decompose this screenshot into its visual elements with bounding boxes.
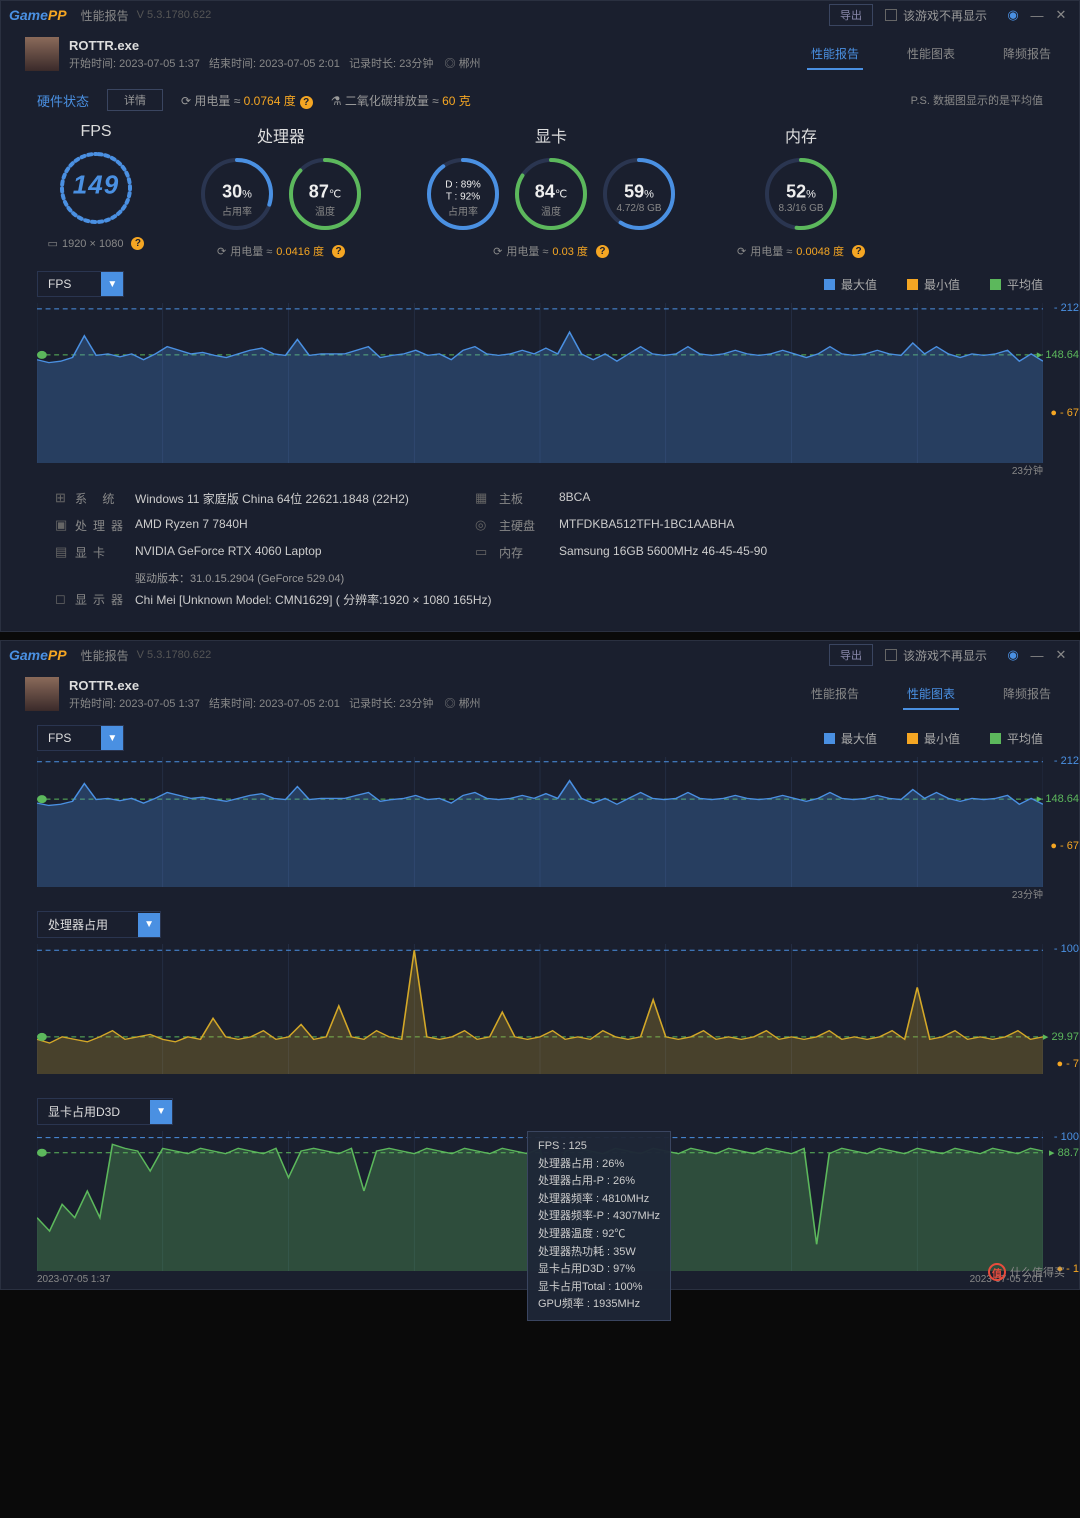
fps-resolution: ▭ 1920 × 1080?	[31, 237, 161, 250]
gauge-group-mem: 内存 52%8.3/16 GB ⟳ 用电量 ≈ 0.0048 度?	[701, 123, 901, 259]
screenshot-icon[interactable]: ◉	[1003, 647, 1023, 663]
tab-report[interactable]: 性能报告	[807, 679, 863, 710]
watermark-icon: 值	[988, 1263, 1006, 1281]
titlebar-title: 性能报告	[81, 7, 129, 24]
close-icon[interactable]: ✕	[1051, 7, 1071, 23]
help-icon[interactable]: ?	[131, 237, 144, 250]
tab-charts[interactable]: 性能图表	[903, 39, 959, 70]
tab-throttle[interactable]: 降频报告	[999, 39, 1055, 70]
export-button[interactable]: 导出	[829, 4, 873, 26]
gauge-cpu-usage: 30%占用率	[198, 155, 276, 233]
chart-selector-gpu[interactable]: 显卡占用D3D▼	[37, 1098, 173, 1125]
hide-game-checkbox[interactable]: 该游戏不再显示	[885, 7, 987, 24]
cpu-icon: ▣	[55, 517, 75, 534]
tab-throttle[interactable]: 降频报告	[999, 679, 1055, 710]
chart-header-gpu: 显卡占用D3D▼	[1, 1092, 1079, 1131]
titlebar-2: GamePP 性能报告 V 5.3.1780.622 导出 该游戏不再显示 ◉ …	[1, 641, 1079, 669]
watermark: 值什么值得买	[988, 1263, 1065, 1281]
minimize-icon[interactable]: —	[1027, 8, 1047, 23]
gpu-power: ⟳ 用电量 ≈ 0.03 度?	[401, 243, 701, 259]
report-tabs-2: 性能报告 性能图表 降频报告	[807, 679, 1055, 710]
game-exe: ROTTR.exe	[69, 38, 481, 53]
game-icon	[25, 677, 59, 711]
game-header-2: ROTTR.exe 开始时间: 2023-07-05 1:37 结束时间: 20…	[1, 669, 1079, 719]
tab-charts[interactable]: 性能图表	[903, 679, 959, 710]
hw-detail-button[interactable]: 详情	[107, 89, 163, 111]
panel-report: GamePP 性能报告 V 5.3.1780.622 导出 该游戏不再显示 ◉ …	[0, 0, 1080, 632]
chart-header-fps2: FPS▼ 最大值 最小值 平均值	[1, 719, 1079, 757]
app-logo: GamePP	[9, 647, 67, 663]
gauge-gpu-usage: D : 89%T : 92%占用率	[424, 155, 502, 233]
gauge-gpu-vram: 59%4.72/8 GB	[600, 155, 678, 233]
game-meta: 开始时间: 2023-07-05 1:37 结束时间: 2023-07-05 2…	[69, 55, 481, 71]
titlebar: GamePP 性能报告 V 5.3.1780.622 导出 该游戏不再显示 ◉ …	[1, 1, 1079, 29]
ram-icon: ▭	[475, 544, 499, 561]
mem-power: ⟳ 用电量 ≈ 0.0048 度?	[701, 243, 901, 259]
chevron-down-icon: ▼	[101, 272, 123, 296]
app-logo: GamePP	[9, 7, 67, 23]
cpu-chart: - 100 ▸ 29.97 ● - 7	[37, 944, 1043, 1074]
help-icon[interactable]: ?	[852, 245, 865, 258]
chart-selector[interactable]: FPS ▼	[37, 271, 124, 297]
gauge-mem-usage: 52%8.3/16 GB	[762, 155, 840, 233]
screenshot-icon[interactable]: ◉	[1003, 7, 1023, 23]
gpu-chart: - 100 ▸ 88.7 ● - 1 FPS : 125处理器占用 : 26%处…	[37, 1131, 1043, 1271]
gauge-group-fps: FPS 149 ▭ 1920 × 1080?	[31, 123, 161, 259]
chart-header: FPS ▼ 最大值 最小值 平均值	[1, 265, 1079, 303]
game-icon	[25, 37, 59, 71]
disk-icon: ◎	[475, 517, 499, 534]
help-icon[interactable]: ?	[596, 245, 609, 258]
mobo-icon: ▦	[475, 490, 499, 507]
monitor-icon: ◻	[55, 591, 75, 608]
game-header: ROTTR.exe 开始时间: 2023-07-05 1:37 结束时间: 20…	[1, 29, 1079, 79]
app-version: V 5.3.1780.622	[137, 9, 212, 21]
gauge-group-gpu: 显卡 D : 89%T : 92%占用率 84℃温度 59%4.72/8 GB …	[401, 123, 701, 259]
chevron-down-icon: ▼	[138, 913, 160, 937]
hardware-status-row: 硬件状态 详情 ⟳ 用电量 ≈ 0.0764 度? ⚗ 二氧化碳排放量 ≈ 60…	[1, 79, 1079, 115]
export-button[interactable]: 导出	[829, 644, 873, 666]
gauge-gpu-temp: 84℃温度	[512, 155, 590, 233]
report-tabs: 性能报告 性能图表 降频报告	[807, 39, 1055, 70]
system-info: ⊞系 统Windows 11 家庭版 China 64位 22621.1848 …	[1, 471, 1079, 631]
chart-header-cpu: 处理器占用▼	[1, 905, 1079, 944]
co2-info: ⚗ 二氧化碳排放量 ≈ 60 克	[331, 92, 471, 109]
panel-charts: GamePP 性能报告 V 5.3.1780.622 导出 该游戏不再显示 ◉ …	[0, 640, 1080, 1290]
chart-tooltip: FPS : 125处理器占用 : 26%处理器占用-P : 26% 处理器频率 …	[527, 1131, 671, 1321]
total-power: ⟳ 用电量 ≈ 0.0764 度?	[181, 92, 313, 109]
chart-legend: 最大值 最小值 平均值	[824, 276, 1043, 293]
help-icon[interactable]: ?	[332, 245, 345, 258]
chart-selector-cpu[interactable]: 处理器占用▼	[37, 911, 161, 938]
fps-chart-2: - 212 ▸ 148.64 ● - 6723分钟	[37, 757, 1043, 887]
gpu-icon: ▤	[55, 544, 75, 561]
gauge-group-cpu: 处理器 30%占用率 87℃温度 ⟳ 用电量 ≈ 0.0416 度?	[161, 123, 401, 259]
os-icon: ⊞	[55, 490, 75, 507]
help-icon[interactable]: ?	[300, 96, 313, 109]
chart-selector-fps2[interactable]: FPS▼	[37, 725, 124, 751]
minimize-icon[interactable]: —	[1027, 648, 1047, 663]
ps-note: P.S. 数据图显示的是平均值	[911, 92, 1043, 108]
chevron-down-icon: ▼	[101, 726, 123, 750]
gauge-cpu-temp: 87℃温度	[286, 155, 364, 233]
gauges-row: FPS 149 ▭ 1920 × 1080? 处理器 30%占用率 87℃温度 …	[1, 115, 1079, 265]
gpu-driver: 驱动版本：31.0.15.2904 (GeForce 529.04)	[55, 566, 1025, 586]
location-icon: ◎	[445, 58, 456, 70]
cpu-power: ⟳ 用电量 ≈ 0.0416 度?	[161, 243, 401, 259]
close-icon[interactable]: ✕	[1051, 647, 1071, 663]
hide-game-checkbox[interactable]: 该游戏不再显示	[885, 647, 987, 664]
tab-report[interactable]: 性能报告	[807, 39, 863, 70]
fps-chart: - 212 ▸ 148.64 ● - 6723分钟	[37, 303, 1043, 463]
gauge-fps: 149	[57, 149, 135, 227]
chevron-down-icon: ▼	[150, 1100, 172, 1124]
hw-status-label: 硬件状态	[37, 91, 89, 110]
